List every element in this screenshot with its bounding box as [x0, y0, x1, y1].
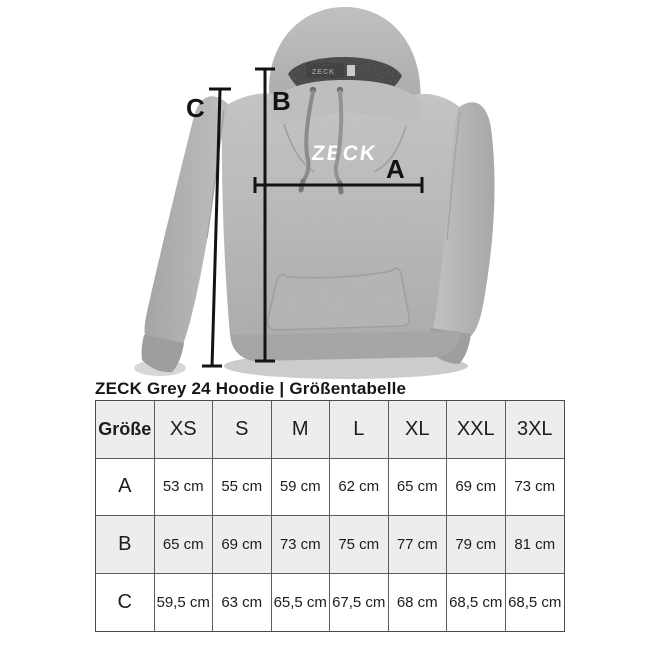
value-c-l: 67,5 cm [330, 573, 389, 631]
measurement-lines [202, 67, 424, 368]
hood-fold-seam-right [373, 125, 407, 173]
row-label-c: C [96, 573, 155, 631]
hem-band [231, 331, 461, 361]
size-table: Größe XS S M L XL XXL 3XL A 53 cm 55 cm … [95, 400, 565, 632]
value-c-xxl: 68,5 cm [447, 573, 506, 631]
neck-size-tag [347, 65, 355, 76]
value-a-xxl: 69 cm [447, 458, 506, 516]
sleeve-right [433, 102, 495, 336]
measurement-label-a: A [386, 154, 405, 184]
hood-fold-seam-left [283, 123, 315, 173]
drawstring-left [301, 90, 315, 184]
value-c-3xl: 68,5 cm [505, 573, 564, 631]
size-col-header-l: L [330, 401, 389, 459]
drawstring-right [333, 90, 344, 186]
value-a-m: 59 cm [271, 458, 330, 516]
sleeve-left [144, 96, 228, 347]
measurement-label-b: B [272, 86, 291, 116]
value-b-s: 69 cm [213, 516, 272, 574]
neck-label-text: ZECK [312, 69, 335, 76]
value-c-m: 65,5 cm [271, 573, 330, 631]
size-col-header-s: S [213, 401, 272, 459]
value-a-3xl: 73 cm [505, 458, 564, 516]
value-b-xl: 77 cm [388, 516, 447, 574]
value-b-3xl: 81 cm [505, 516, 564, 574]
value-a-l: 62 cm [330, 458, 389, 516]
value-c-s: 63 cm [213, 573, 272, 631]
value-b-m: 73 cm [271, 516, 330, 574]
size-chart-title: ZECK Grey 24 Hoodie | Größentabelle [95, 379, 407, 398]
value-a-xs: 53 cm [154, 458, 213, 516]
value-a-xl: 65 cm [388, 458, 447, 516]
neck-label [306, 63, 344, 78]
value-c-xs: 59,5 cm [154, 573, 213, 631]
shoulder-seam-right [446, 111, 461, 241]
size-col-header-m: M [271, 401, 330, 459]
value-b-xxl: 79 cm [447, 516, 506, 574]
hoodie-illustration: ZECK [134, 7, 495, 379]
chest-logo: ZECK [310, 142, 378, 165]
measurement-line-c [210, 89, 222, 368]
size-col-header-xl: XL [388, 401, 447, 459]
value-a-s: 55 cm [213, 458, 272, 516]
value-b-xs: 65 cm [154, 516, 213, 574]
size-col-header-3xl: 3XL [505, 401, 564, 459]
row-label-a: A [96, 458, 155, 516]
size-col-header-xxl: XXL [447, 401, 506, 459]
kangaroo-pocket [266, 267, 411, 331]
hoodie-fabric: ZECK [141, 7, 495, 373]
value-c-xl: 68 cm [388, 573, 447, 631]
size-table-corner-header: Größe [96, 401, 155, 459]
value-b-l: 75 cm [330, 516, 389, 574]
hoodie-figure: ZECK [134, 7, 495, 379]
row-label-b: B [96, 516, 155, 574]
cuff-left [141, 335, 184, 373]
size-col-header-xs: XS [154, 401, 213, 459]
measurement-label-c: C [186, 93, 205, 123]
